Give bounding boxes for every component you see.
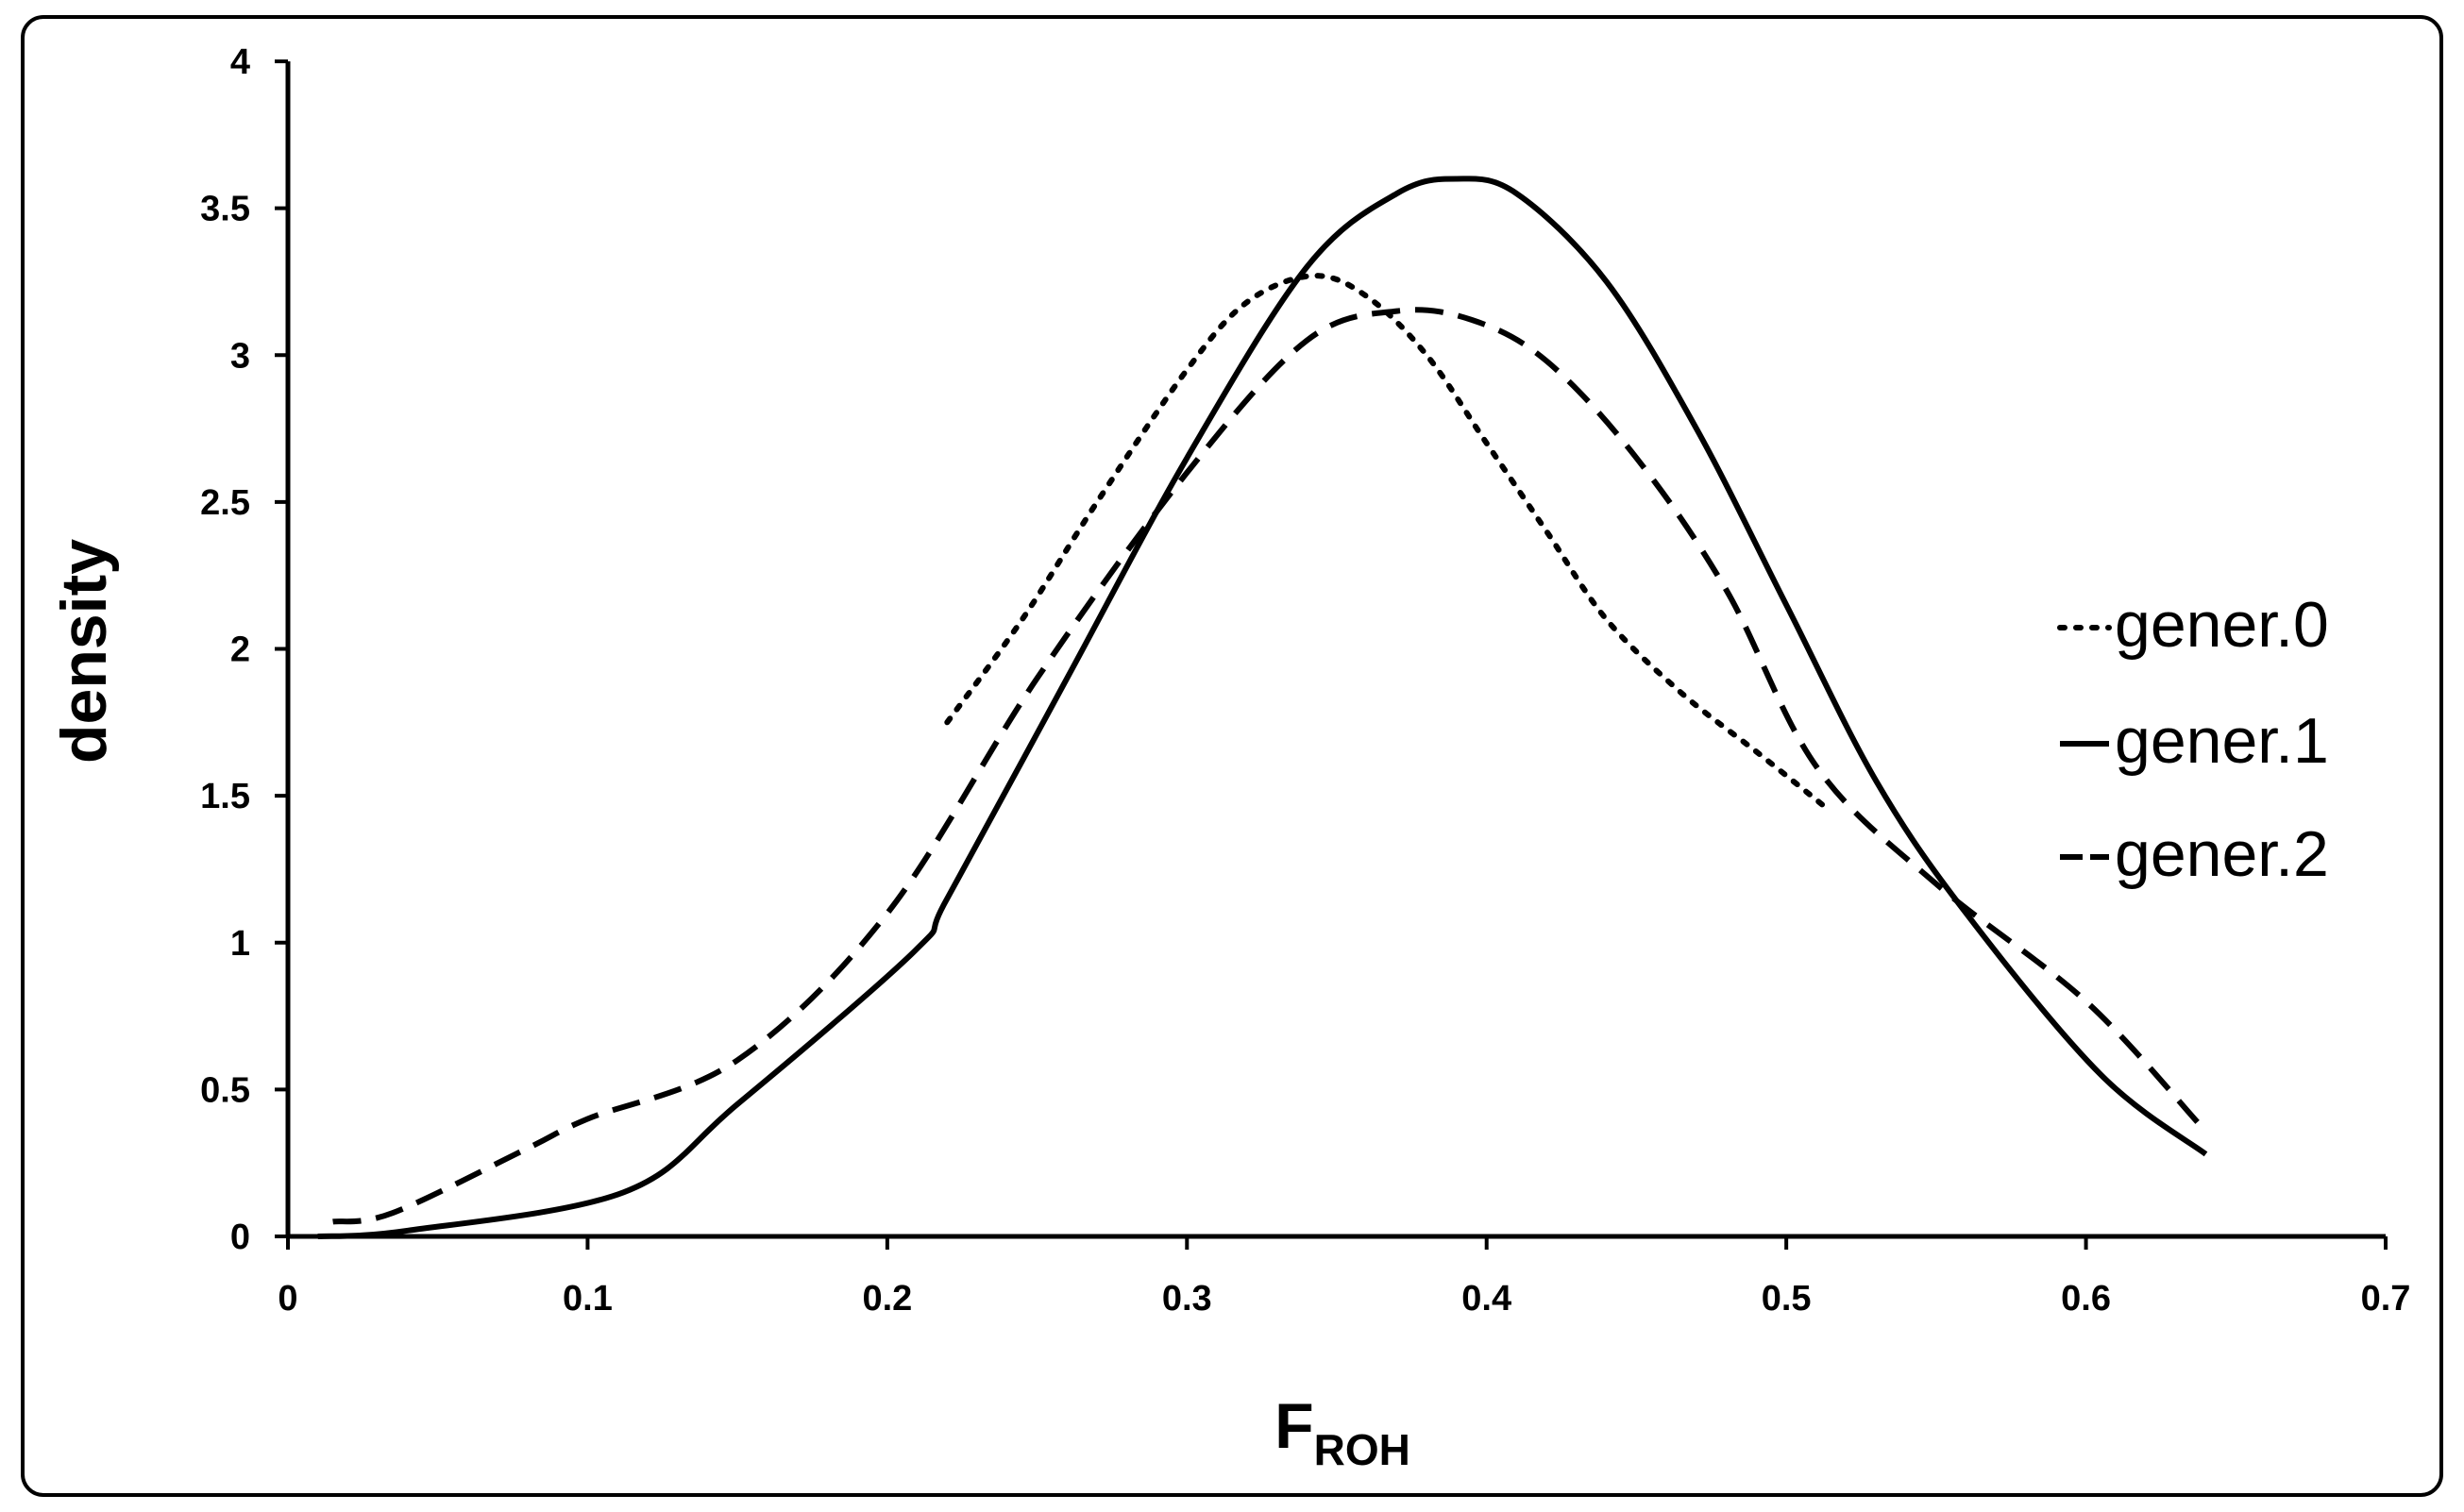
legend-label-gener-1: gener.1: [2115, 705, 2329, 777]
x-tick-label: 0.4: [1461, 1279, 1511, 1319]
y-tick-label: 2: [230, 630, 250, 670]
x-tick-label: 0.5: [1762, 1279, 1812, 1319]
chart-frame: [21, 15, 2443, 1497]
x-tick-label: 0.1: [563, 1279, 613, 1319]
y-tick-label: 0.5: [200, 1070, 250, 1110]
x-tick-label: 0.2: [862, 1279, 912, 1319]
chart-axes: 0 0.1 0.2 0.3 0.4 0.5 0.6 0.7 0 0.5 1 1.5 2 2.5 3 3.5 4: [200, 42, 2410, 1319]
y-tick-label: 1: [230, 924, 250, 964]
legend-label-gener-2: gener.2: [2115, 818, 2329, 890]
series-line-gener-1: [317, 176, 2208, 1239]
x-tick-label: 0.3: [1162, 1279, 1212, 1319]
y-tick-label: 2.5: [200, 483, 250, 523]
x-tick-label: 0.7: [2361, 1279, 2411, 1319]
axis-titles: density FROH: [48, 539, 1410, 1474]
y-tick-label: 0: [230, 1218, 250, 1257]
legend-label-gener-0: gener.0: [2115, 589, 2329, 661]
x-axis-title-subscript: ROH: [1314, 1425, 1410, 1474]
y-tick-label: 3.5: [200, 190, 250, 229]
chart-legend: gener.0 gener.1 gener.2: [2057, 589, 2329, 890]
y-axis-title: density: [48, 539, 120, 764]
y-tick-label: 3: [230, 336, 250, 376]
y-tick-label: 1.5: [200, 777, 250, 816]
series-layer: [317, 176, 2208, 1239]
series-line-gener-0: [944, 273, 1826, 808]
x-axis-title: FROH: [1274, 1390, 1410, 1474]
y-tick-label: 4: [230, 42, 250, 82]
series-line-gener-2: [332, 307, 2202, 1225]
x-tick-label: 0.6: [2061, 1279, 2111, 1319]
x-tick-label: 0: [278, 1279, 297, 1319]
x-axis-title-main: F: [1274, 1390, 1314, 1462]
